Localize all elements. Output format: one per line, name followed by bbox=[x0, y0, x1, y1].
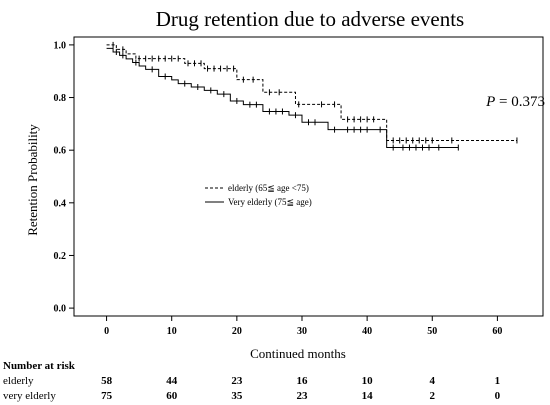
risk-count: 35 bbox=[231, 390, 243, 402]
x-tick-label: 30 bbox=[297, 326, 307, 337]
risk-count: 0 bbox=[495, 390, 501, 402]
x-axis-label: Continued months bbox=[250, 346, 346, 361]
risk-count: 14 bbox=[362, 390, 374, 402]
y-tick-label: 0.6 bbox=[54, 146, 67, 157]
x-tick-label: 10 bbox=[167, 326, 177, 337]
very-elderly-curve bbox=[106, 47, 459, 149]
p-value-number: = 0.373 bbox=[495, 94, 545, 110]
plot-frame bbox=[73, 36, 544, 317]
risk-count: 58 bbox=[101, 375, 113, 387]
risk-count: 75 bbox=[101, 390, 113, 402]
risk-row-label: very elderly bbox=[3, 390, 56, 402]
elderly-curve bbox=[106, 44, 517, 141]
x-tick-label: 50 bbox=[427, 326, 437, 337]
risk-count: 16 bbox=[296, 375, 308, 387]
chart-title: Drug retention due to adverse events bbox=[156, 7, 464, 31]
y-axis-label: Retention Probability bbox=[25, 124, 40, 236]
x-tick-label: 20 bbox=[232, 326, 242, 337]
risk-row-label: elderly bbox=[3, 375, 34, 387]
y-tick-label: 0.2 bbox=[54, 251, 67, 262]
p-value-symbol: P bbox=[485, 94, 495, 110]
risk-count: 60 bbox=[166, 390, 178, 402]
legend-elderly-label: elderly (65≦ age <75) bbox=[228, 183, 309, 193]
y-tick-label: 0.8 bbox=[54, 93, 67, 104]
x-tick-label: 0 bbox=[104, 326, 109, 337]
risk-count: 23 bbox=[296, 390, 308, 402]
legend: elderly (65≦ age <75) Very elderly (75≦ a… bbox=[205, 183, 312, 207]
risk-count: 2 bbox=[430, 390, 436, 402]
p-value-annotation: P = 0.373 bbox=[485, 94, 545, 110]
x-tick-label: 60 bbox=[492, 326, 502, 337]
risk-count: 10 bbox=[362, 375, 374, 387]
risk-table-title: Number at risk bbox=[3, 360, 76, 372]
plot-area: 0.0 0.2 0.4 0.6 0.8 1.0 0 10 20 30 40 50 60 bbox=[54, 36, 544, 337]
legend-very-elderly-label: Very elderly (75≦ age) bbox=[228, 197, 312, 207]
y-tick-label: 1.0 bbox=[54, 40, 67, 51]
risk-count: 23 bbox=[231, 375, 243, 387]
risk-count: 44 bbox=[166, 375, 178, 387]
risk-count: 1 bbox=[495, 375, 501, 387]
risk-table: Number at risk elderly 58 44 23 16 10 4 1 very el… bbox=[3, 360, 501, 402]
risk-count: 4 bbox=[430, 375, 436, 387]
y-tick-label: 0.0 bbox=[54, 304, 67, 315]
x-tick-label: 40 bbox=[362, 326, 372, 337]
y-tick-label: 0.4 bbox=[54, 198, 67, 209]
